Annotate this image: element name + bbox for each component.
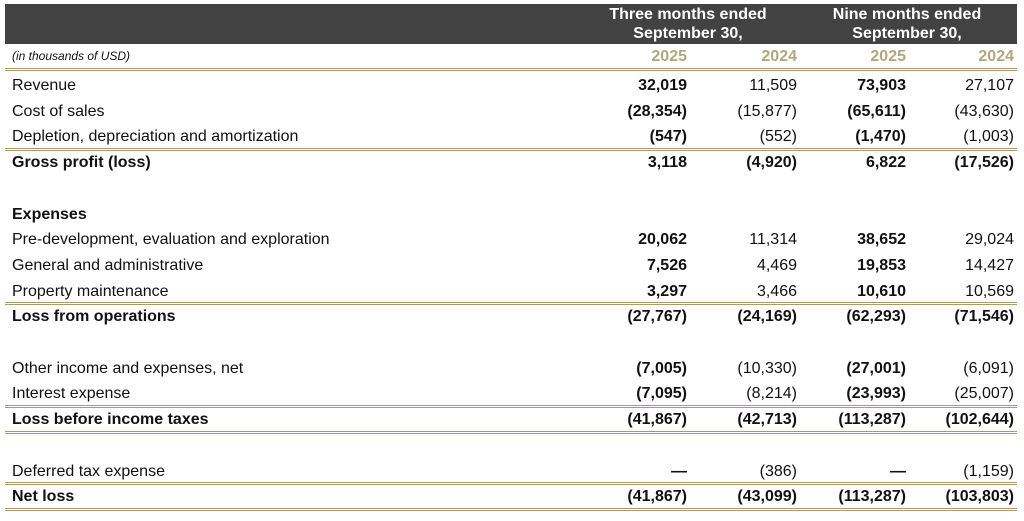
cell-value: (71,546): [954, 308, 1014, 326]
table-row: Loss from operations (27,767) (24,169) (62,…: [0, 304, 1024, 330]
cell-value: 10,569: [965, 282, 1014, 300]
cell-value: 27,107: [965, 77, 1014, 94]
cell-value: 7,526: [646, 256, 687, 274]
cell-value: (27,767): [627, 308, 687, 326]
table-row: Gross profit (loss) 3,118 (4,920) 6,822 (17,…: [0, 150, 1024, 176]
cell-value: (4,920): [746, 154, 797, 172]
year-col-4: 2024: [978, 48, 1014, 65]
table-row: Other income and expenses, net (7,005) (10…: [0, 356, 1024, 382]
cell-value: (6,091): [963, 359, 1014, 377]
cell-value: (24,169): [737, 308, 797, 326]
row-rule: [5, 302, 1017, 306]
cell-value: (23,993): [846, 385, 906, 403]
table-row: Depletion, depreciation and amortization…: [0, 124, 1024, 150]
cell-value: (10,330): [737, 359, 797, 377]
header-three-months: Three months ended September 30,: [609, 6, 767, 42]
row-label: Loss from operations: [12, 308, 176, 326]
cell-value: (7,005): [636, 359, 687, 377]
cell-value: (65,611): [847, 102, 906, 120]
row-label: Deferred tax expense: [12, 462, 165, 480]
cell-value: 20,062: [638, 231, 687, 249]
table-row: Revenue 32,019 11,509 73,903 27,107: [0, 73, 1024, 99]
row-label: Expenses: [12, 205, 87, 223]
cell-value: 11,509: [749, 77, 797, 94]
cell-value: (43,099): [737, 488, 797, 506]
cell-value: 4,469: [756, 256, 797, 274]
cell-value: (102,644): [945, 411, 1015, 429]
cell-value: 19,853: [857, 256, 906, 274]
cell-value: (1,003): [963, 128, 1014, 146]
cell-value: (62,293): [846, 308, 906, 326]
cell-value: 3,466: [756, 282, 797, 300]
row-label: Revenue: [12, 77, 77, 94]
table-row: Net loss (41,867) (43,099) (113,287) (103,80…: [0, 484, 1024, 510]
year-col-1: 2025: [651, 48, 687, 65]
table-row: Pre-development, evaluation and explorat…: [0, 227, 1024, 253]
cell-value: 73,903: [857, 77, 906, 94]
cell-value: (7,095): [636, 385, 687, 403]
row-rule: [5, 148, 1017, 152]
year-col-3: 2025: [870, 48, 906, 65]
cell-value: 38,652: [857, 231, 906, 249]
row-rule: [5, 507, 1017, 511]
cell-value: 32,019: [638, 77, 687, 94]
header-rule: [5, 68, 1017, 71]
cell-value: (41,867): [627, 411, 687, 429]
cell-value: —: [890, 462, 906, 480]
row-label: Other income and expenses, net: [12, 359, 244, 377]
cell-value: (25,007): [954, 385, 1014, 403]
table-row: Cost of sales (28,354) (15,877) (65,611) (43…: [0, 99, 1024, 125]
cell-value: —: [671, 462, 687, 480]
table-row: Expenses: [0, 202, 1024, 228]
row-label: Pre-development, evaluation and explorat…: [12, 231, 330, 249]
table-row: Loss before income taxes (41,867) (42,713)…: [0, 407, 1024, 433]
row-label: General and administrative: [12, 256, 204, 274]
cell-value: (386): [759, 462, 797, 480]
row-label: Cost of sales: [12, 102, 105, 120]
row-label: Net loss: [12, 488, 75, 506]
table-row: Interest expense (7,095) (8,214) (23,993) (2…: [0, 381, 1024, 407]
cell-value: 6,822: [865, 154, 906, 172]
cell-value: 3,297: [646, 282, 687, 300]
cell-value: 14,427: [965, 256, 1014, 274]
cell-value: (28,354): [627, 102, 687, 120]
table-row: General and administrative 7,526 4,469 19,8…: [0, 253, 1024, 279]
cell-value: (103,803): [945, 488, 1015, 506]
cell-value: 29,024: [965, 231, 1014, 249]
cell-value: (27,001): [846, 359, 906, 377]
cell-value: (1,470): [855, 128, 906, 146]
row-label: Depletion, depreciation and amortization: [12, 128, 299, 146]
cell-value: (113,287): [838, 411, 906, 429]
header-band: [5, 4, 1017, 44]
cell-value: (43,630): [954, 102, 1014, 120]
cell-value: (552): [759, 128, 797, 146]
cell-value: (1,159): [963, 462, 1014, 480]
cell-value: (15,877): [737, 102, 797, 120]
cell-value: (547): [649, 128, 687, 146]
cell-value: (42,713): [737, 411, 797, 429]
year-col-2: 2024: [761, 48, 797, 65]
units-label: (in thousands of USD): [12, 49, 131, 63]
cell-value: 10,610: [857, 282, 906, 300]
table-row: Deferred tax expense — (386) — (1,159): [0, 459, 1024, 485]
cell-value: (8,214): [746, 385, 797, 403]
cell-value: 3,118: [647, 154, 687, 172]
row-label: Gross profit (loss): [12, 154, 151, 172]
cell-value: 11,314: [749, 231, 797, 249]
cell-value: (113,287): [838, 488, 906, 506]
table-row: Property maintenance 3,297 3,466 10,610 10,5…: [0, 279, 1024, 305]
header-nine-months: Nine months ended September 30,: [832, 6, 982, 42]
row-rule: [5, 430, 1017, 434]
row-label: Property maintenance: [12, 282, 169, 300]
cell-value: (41,867): [627, 488, 687, 506]
row-rule: [5, 482, 1017, 486]
row-label: Interest expense: [12, 385, 131, 403]
cell-value: (17,526): [954, 154, 1014, 172]
row-rule: [5, 405, 1017, 409]
row-label: Loss before income taxes: [12, 411, 209, 429]
